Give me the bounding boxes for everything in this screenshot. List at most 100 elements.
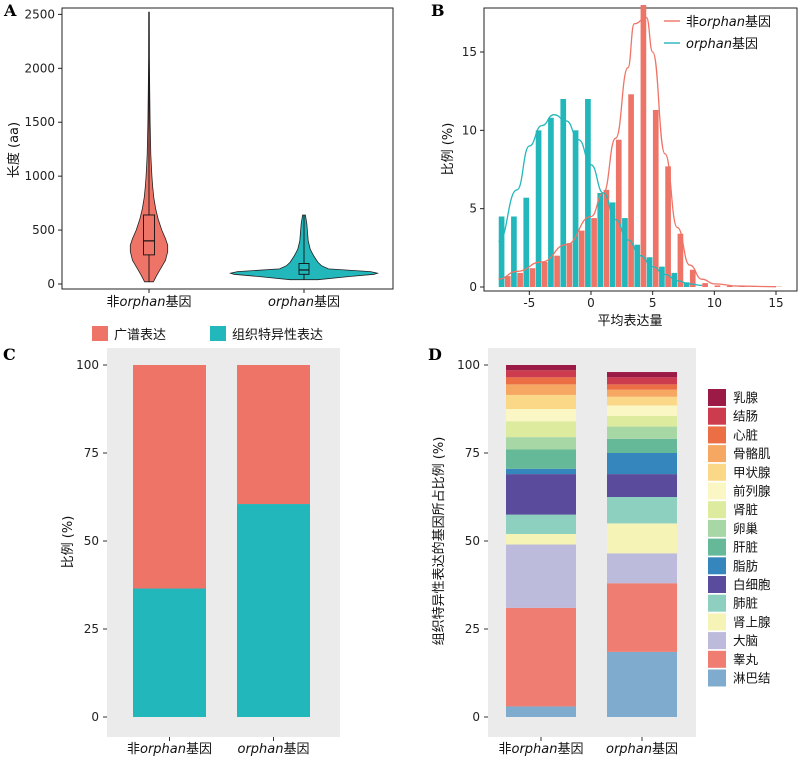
legend-label: 肝脏 — [733, 540, 758, 555]
y-tick-label: 25 — [465, 622, 480, 636]
stack-segment — [506, 384, 576, 395]
y-tick-label: 10 — [462, 123, 477, 137]
bar-non-orphan — [591, 218, 597, 287]
stack-segment — [506, 706, 576, 717]
y-tick-label: 1000 — [24, 169, 55, 183]
y-tick-label: 100 — [76, 358, 99, 372]
bar-non-orphan — [529, 268, 536, 287]
bar-non-orphan — [541, 261, 548, 287]
density-curve-orphan — [498, 114, 703, 287]
bar-orphan — [683, 282, 690, 287]
legend-swatch — [708, 482, 726, 500]
stack-segment — [607, 438, 677, 453]
stack-segment — [506, 365, 576, 371]
stack-segment — [506, 544, 576, 608]
stack-segment — [506, 409, 576, 422]
legend-swatch — [92, 326, 108, 341]
stack-segment — [506, 468, 576, 475]
legend-swatch — [708, 594, 726, 612]
bar-orphan — [622, 218, 628, 287]
panel-b: B 0 5 10 15 -5 0 5 10 15 比例 (%) 平均表达量 非orphan基因 orpha… — [431, 1, 798, 329]
legend-label: 组织特异性表达 — [232, 328, 323, 343]
bar-non-orphan — [603, 189, 610, 287]
y-axis-label: 组织特异性表达的基因所占比例 (%) — [431, 437, 447, 646]
x-tick-label: 10 — [707, 296, 722, 310]
legend-swatch — [708, 407, 726, 425]
bar-non-orphan — [726, 285, 733, 287]
bar-non-orphan — [702, 283, 708, 287]
panel-letter-c: C — [3, 345, 16, 364]
stack-segment — [607, 583, 677, 652]
legend-swatch — [708, 501, 726, 519]
bar-orphan — [609, 202, 616, 287]
legend-label: 肾脏 — [733, 502, 758, 517]
plot-frame — [61, 7, 394, 290]
legend-label: 肺脏 — [733, 596, 758, 611]
bar-orphan — [498, 216, 505, 287]
panel-letter-b: B — [431, 1, 445, 20]
legend-label: 肾上腺 — [733, 614, 771, 629]
stack-segment — [506, 474, 576, 515]
legend-label: 前列腺 — [733, 484, 771, 499]
bar-orphan — [548, 117, 554, 287]
y-tick-label: 5 — [469, 202, 477, 216]
x-axis-label: 平均表达量 — [597, 314, 662, 329]
panel-a: A 0 500 1000 1500 2000 2500 长度 (aa) 非orphan基因 orp… — [3, 1, 394, 310]
legend-swatch — [708, 538, 726, 556]
stack-segment — [237, 365, 310, 505]
y-tick-label: 25 — [84, 622, 99, 636]
y-axis-label: 长度 (aa) — [6, 122, 22, 178]
legend-label: 白细胞 — [733, 577, 771, 592]
legend-swatch — [708, 669, 726, 687]
x-tick-label: 非orphan基因 — [106, 295, 191, 310]
legend-swatch — [708, 519, 726, 537]
legend-label: 非orphan基因 — [686, 15, 771, 30]
plot-frame — [483, 7, 798, 292]
stack-segment — [607, 474, 677, 497]
stack-segment — [607, 426, 677, 439]
y-tick-label: 50 — [465, 534, 480, 548]
y-tick-label: 500 — [32, 223, 55, 237]
y-tick-label: 100 — [457, 358, 480, 372]
legend-label: 淋巴结 — [733, 671, 771, 686]
bar-orphan — [585, 99, 591, 287]
x-tick-label: 5 — [649, 296, 657, 310]
bar-non-orphan — [578, 230, 585, 287]
bar-non-orphan — [665, 166, 671, 287]
stack-segment — [506, 449, 576, 469]
legend-label: 广谱表达 — [114, 328, 166, 343]
x-tick-label: -5 — [523, 296, 535, 310]
legend-label: 乳腺 — [733, 390, 759, 405]
stack-segment — [607, 405, 677, 417]
stack-segment — [506, 394, 576, 409]
legend-label: 结肠 — [733, 409, 758, 424]
x-tick-label: orphan基因 — [237, 742, 309, 757]
x-tick-label: 非orphan基因 — [127, 742, 212, 757]
stack-segment — [607, 372, 677, 378]
bar-non-orphan — [714, 285, 721, 287]
stack-segment — [506, 370, 576, 378]
y-tick-label: 50 — [84, 534, 99, 548]
legend-swatch — [708, 445, 726, 463]
bar-non-orphan — [566, 243, 573, 287]
y-tick-label: 15 — [462, 45, 477, 59]
y-tick-label: 0 — [469, 280, 477, 294]
legend-label: 心脏 — [733, 427, 758, 442]
y-tick-label: 0 — [47, 277, 55, 291]
box — [143, 214, 155, 256]
bar-orphan — [523, 197, 530, 287]
stack-segment — [607, 553, 677, 584]
stack-segment — [607, 377, 677, 385]
panel-letter-d: D — [428, 345, 442, 364]
stack-segment — [506, 437, 576, 450]
stack-segment — [237, 504, 310, 717]
stack-segment — [506, 421, 576, 438]
legend-swatch — [708, 632, 726, 650]
bar-non-orphan — [652, 109, 659, 287]
bar-non-orphan — [615, 139, 622, 287]
x-tick-label: 15 — [768, 296, 783, 310]
legend-label: 骨骼肌 — [733, 446, 771, 461]
panel-c: C 广谱表达 组织特异性表达 0 25 50 75 100 比例 (%) 非orphan基因 orp… — [3, 326, 340, 757]
y-tick-label: 0 — [472, 710, 480, 724]
